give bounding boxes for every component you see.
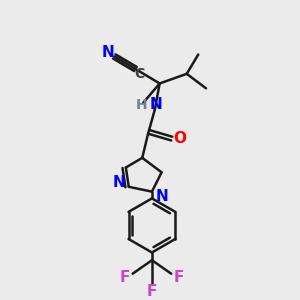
Text: C: C <box>134 67 145 81</box>
Text: F: F <box>174 270 184 285</box>
Text: N: N <box>102 45 115 60</box>
Text: H: H <box>136 98 147 112</box>
Text: O: O <box>173 131 186 146</box>
Text: F: F <box>120 270 130 285</box>
Text: N: N <box>149 97 162 112</box>
Text: N: N <box>155 189 168 204</box>
Text: F: F <box>147 284 157 298</box>
Text: N: N <box>113 176 125 190</box>
